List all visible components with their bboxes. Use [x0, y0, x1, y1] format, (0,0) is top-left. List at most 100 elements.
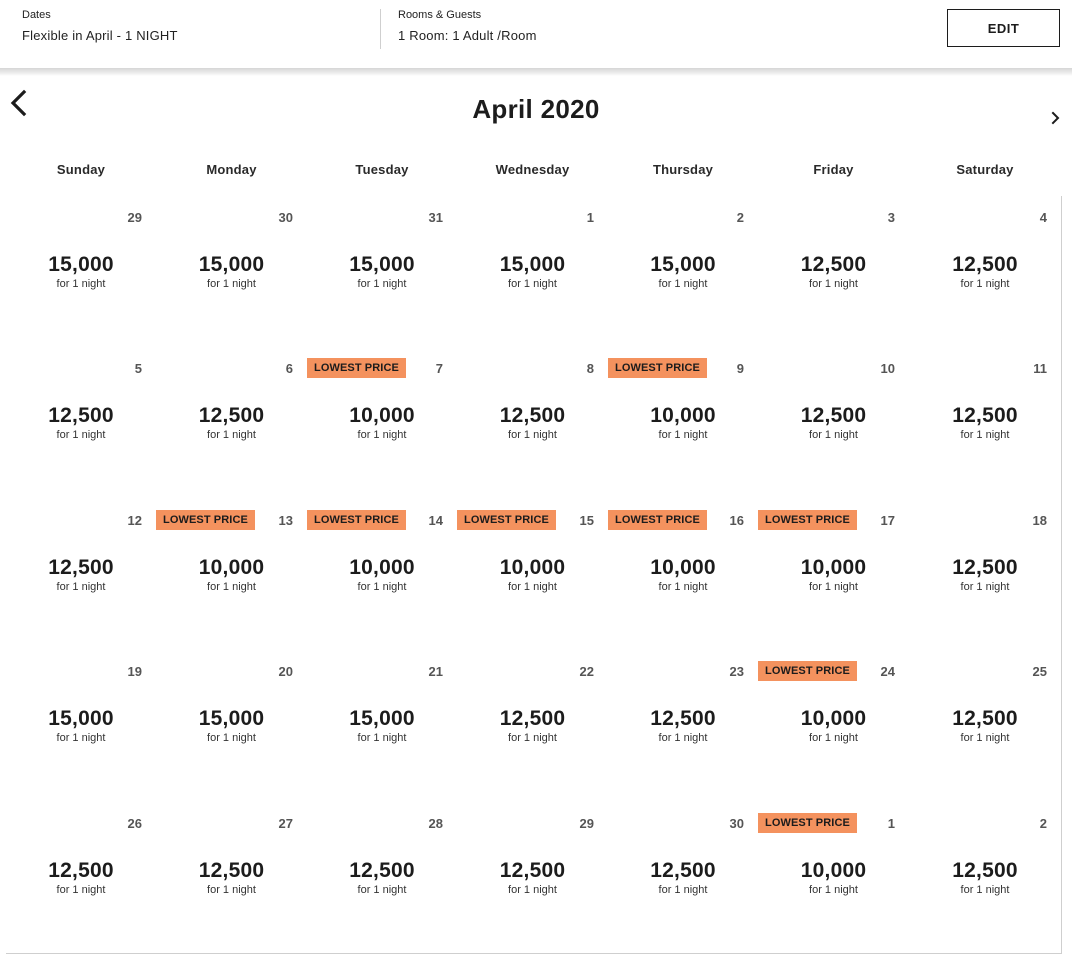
lowest-price-badge: LOWEST PRICE	[758, 813, 857, 833]
calendar-day-cell[interactable]: 20 15,000 for 1 night	[156, 650, 308, 803]
day-number: 24	[880, 664, 895, 679]
previous-month-button[interactable]	[9, 89, 31, 117]
calendar-day-cell[interactable]: 22 12,500 for 1 night	[457, 650, 609, 803]
day-number: 7	[435, 361, 443, 376]
day-number: 19	[127, 664, 142, 679]
day-number: 12	[127, 513, 142, 528]
day-number: 22	[579, 664, 594, 679]
price-note: for 1 night	[960, 278, 1010, 290]
calendar-day-cell[interactable]: LOWEST PRICE 1 10,000 for 1 night	[758, 802, 910, 954]
calendar-day-cell[interactable]: 5 12,500 for 1 night	[6, 347, 157, 500]
calendar-day-cell[interactable]: 25 12,500 for 1 night	[909, 650, 1062, 803]
day-number: 21	[428, 664, 443, 679]
summary-divider	[380, 9, 381, 49]
calendar-day-cell[interactable]: 28 12,500 for 1 night	[307, 802, 458, 954]
calendar-day-cell[interactable]: 31 15,000 for 1 night	[307, 196, 458, 348]
price-note: for 1 night	[207, 278, 256, 290]
calendar-day-cell[interactable]: LOWEST PRICE 17 10,000 for 1 night	[758, 499, 910, 651]
calendar-day-cell[interactable]: 29 12,500 for 1 night	[457, 802, 609, 954]
calendar-day-cell[interactable]: 29 15,000 for 1 night	[6, 196, 157, 348]
calendar-day-cell[interactable]: LOWEST PRICE 13 10,000 for 1 night	[156, 499, 308, 651]
day-price: 15,000	[198, 707, 265, 730]
day-price: 10,000	[800, 707, 867, 730]
day-number: 14	[428, 513, 443, 528]
calendar-day-cell[interactable]: LOWEST PRICE 7 10,000 for 1 night	[307, 347, 458, 500]
calendar-day-cell[interactable]: 26 12,500 for 1 night	[6, 802, 157, 954]
calendar-day-cell[interactable]: 8 12,500 for 1 night	[457, 347, 609, 500]
price-note: for 1 night	[207, 884, 256, 896]
day-number: 23	[729, 664, 744, 679]
calendar-day-cell[interactable]: 30 12,500 for 1 night	[608, 802, 759, 954]
day-price: 12,500	[48, 404, 114, 427]
day-price: 15,000	[198, 253, 265, 276]
day-price: 12,500	[650, 859, 716, 882]
price-note: for 1 night	[658, 278, 708, 290]
calendar-day-cell[interactable]: 21 15,000 for 1 night	[307, 650, 458, 803]
price-note: for 1 night	[207, 732, 256, 744]
edit-button[interactable]: EDIT	[947, 9, 1060, 47]
price-note: for 1 night	[658, 884, 708, 896]
lowest-price-badge: LOWEST PRICE	[457, 510, 556, 530]
calendar-day-cell[interactable]: 1 15,000 for 1 night	[457, 196, 609, 348]
calendar-day-cell[interactable]: 12 12,500 for 1 night	[6, 499, 157, 651]
day-price: 12,500	[952, 556, 1018, 579]
price-note: for 1 night	[960, 581, 1010, 593]
price-note: for 1 night	[809, 884, 858, 896]
next-month-button[interactable]	[1050, 110, 1062, 126]
calendar-day-cell[interactable]: LOWEST PRICE 15 10,000 for 1 night	[457, 499, 609, 651]
price-note: for 1 night	[960, 732, 1010, 744]
day-number: 15	[579, 513, 594, 528]
price-note: for 1 night	[207, 429, 256, 441]
calendar-day-cell[interactable]: 19 15,000 for 1 night	[6, 650, 157, 803]
day-number: 6	[285, 361, 293, 376]
day-price: 15,000	[650, 253, 716, 276]
weekday-friday: Friday	[813, 162, 854, 177]
lowest-price-badge: LOWEST PRICE	[608, 358, 707, 378]
day-number: 30	[729, 816, 744, 831]
day-number: 30	[278, 210, 293, 225]
day-number: 2	[736, 210, 744, 225]
price-note: for 1 night	[56, 278, 106, 290]
price-note: for 1 night	[960, 429, 1010, 441]
price-note: for 1 night	[56, 884, 106, 896]
calendar-day-cell[interactable]: 10 12,500 for 1 night	[758, 347, 910, 500]
price-note: for 1 night	[357, 278, 407, 290]
calendar-day-cell[interactable]: 4 12,500 for 1 night	[909, 196, 1062, 348]
day-price: 10,000	[349, 404, 415, 427]
month-title: April 2020	[472, 94, 600, 124]
lowest-price-badge: LOWEST PRICE	[156, 510, 255, 530]
price-note: for 1 night	[56, 581, 106, 593]
header-shadow	[0, 68, 1072, 76]
day-price: 15,000	[349, 707, 415, 730]
lowest-price-badge: LOWEST PRICE	[307, 510, 406, 530]
price-note: for 1 night	[809, 581, 858, 593]
day-number: 2	[1039, 816, 1047, 831]
calendar-day-cell[interactable]: 3 12,500 for 1 night	[758, 196, 910, 348]
rooms-guests-summary: Rooms & Guests 1 Room: 1 Adult /Room	[398, 8, 537, 43]
price-note: for 1 night	[960, 884, 1010, 896]
price-note: for 1 night	[56, 732, 106, 744]
calendar-day-cell[interactable]: 6 12,500 for 1 night	[156, 347, 308, 500]
calendar-day-cell[interactable]: 23 12,500 for 1 night	[608, 650, 759, 803]
calendar-day-cell[interactable]: 11 12,500 for 1 night	[909, 347, 1062, 500]
weekday-thursday: Thursday	[652, 162, 714, 177]
weekday-saturday: Saturday	[956, 162, 1014, 177]
price-note: for 1 night	[357, 884, 407, 896]
calendar-day-cell[interactable]: LOWEST PRICE 9 10,000 for 1 night	[608, 347, 759, 500]
price-note: for 1 night	[809, 732, 858, 744]
day-number: 28	[428, 816, 443, 831]
day-number: 16	[729, 513, 744, 528]
calendar-day-cell[interactable]: LOWEST PRICE 16 10,000 for 1 night	[608, 499, 759, 651]
calendar-day-cell[interactable]: LOWEST PRICE 14 10,000 for 1 night	[307, 499, 458, 651]
price-note: for 1 night	[56, 429, 106, 441]
calendar-day-cell[interactable]: LOWEST PRICE 24 10,000 for 1 night	[758, 650, 910, 803]
calendar-day-cell[interactable]: 2 15,000 for 1 night	[608, 196, 759, 348]
calendar-day-cell[interactable]: 27 12,500 for 1 night	[156, 802, 308, 954]
lowest-price-badge: LOWEST PRICE	[608, 510, 707, 530]
calendar-day-cell[interactable]: 2 12,500 for 1 night	[909, 802, 1062, 954]
day-number: 29	[127, 210, 142, 225]
calendar-day-cell[interactable]: 18 12,500 for 1 night	[909, 499, 1062, 651]
calendar-day-cell[interactable]: 30 15,000 for 1 night	[156, 196, 308, 348]
price-note: for 1 night	[207, 581, 256, 593]
rooms-guests-label: Rooms & Guests	[398, 9, 482, 21]
